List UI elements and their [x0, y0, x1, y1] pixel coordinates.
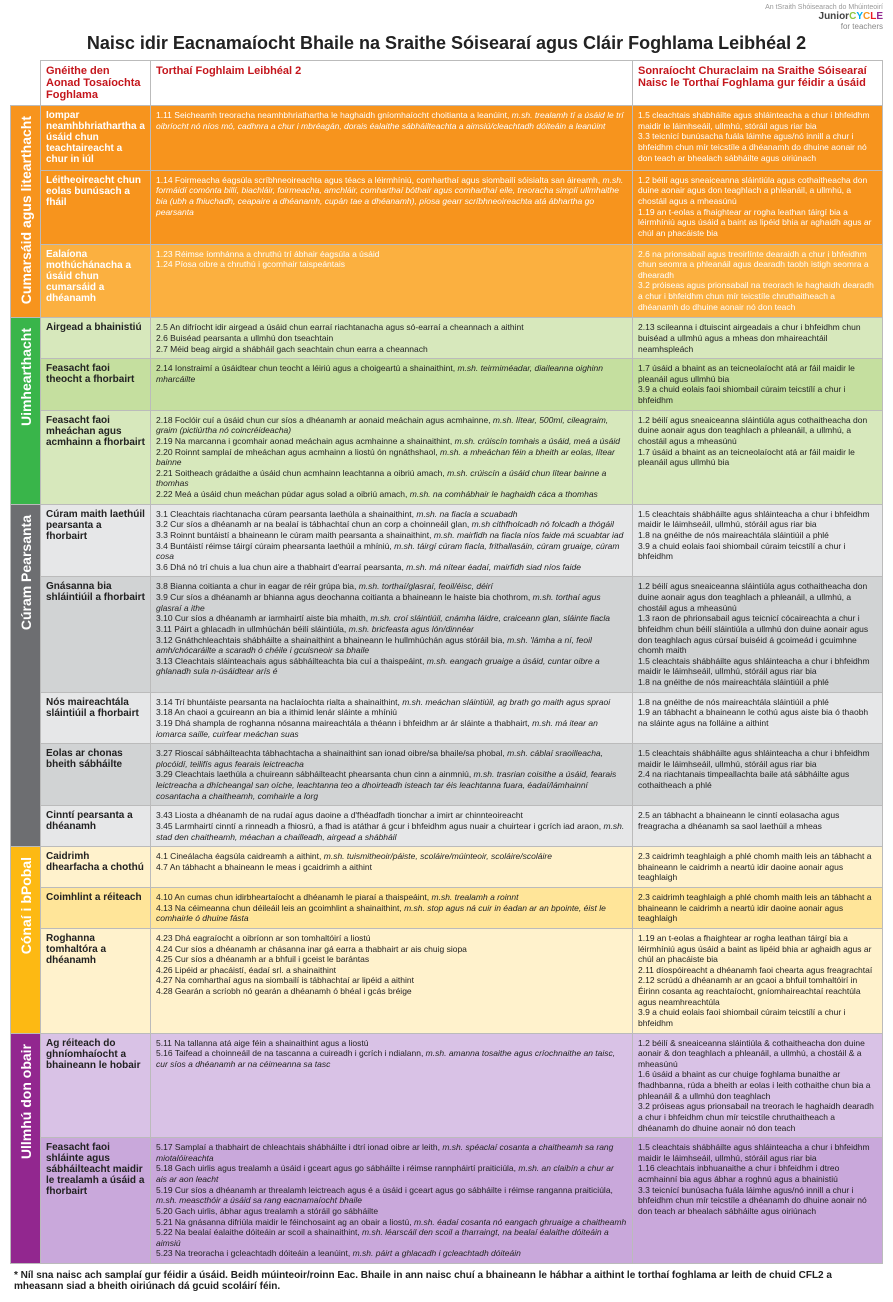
son-cell: 2.3 caidrimh teaghlaigh a phlé chomh mai… [633, 847, 883, 888]
son-cell: 1.2 béilí & sneaiceanna sláintiúla & cot… [633, 1033, 883, 1138]
tf-cell: 2.18 Foclóir cuí a úsáid chun cur síos a… [151, 410, 633, 504]
footnote: * Níl sna naisc ach samplaí gur féidir a… [0, 1264, 893, 1302]
section-sidebar: Cumarsáid agus litearthacht [11, 106, 41, 318]
tf-cell: 2.14 Ionstraimí a úsáidtear chun teocht … [151, 359, 633, 411]
gne-cell: Cinntí pearsanta a dhéanamh [41, 806, 151, 847]
son-cell: 1.8 na gnéithe de nós maireachtála sláin… [633, 692, 883, 744]
son-cell: 2.6 na prionsabail agus treoirlínte dear… [633, 244, 883, 318]
section-sidebar: Uimhearthacht [11, 318, 41, 504]
section-sidebar: Cónaí i bPobal [11, 847, 41, 1033]
header-son: Sonraíocht Churaclaim na Sraithe Sóisear… [633, 61, 883, 106]
gne-cell: Eolas ar chonas bheith sábháilte [41, 744, 151, 806]
son-cell: 1.19 an t-eolas a fhaightear ar rogha le… [633, 928, 883, 1033]
gne-cell: Cúram maith laethúil pearsanta a fhorbai… [41, 504, 151, 577]
page-title: Naisc idir Eacnamaíocht Bhaile na Sraith… [0, 31, 893, 60]
tf-cell: 4.1 Cineálacha éagsúla caidreamh a aithi… [151, 847, 633, 888]
logo-top: An tSraith Shóisearach do Mhúinteoirí [10, 4, 883, 11]
header-logo: An tSraith Shóisearach do Mhúinteoirí Ju… [0, 0, 893, 31]
son-cell: 1.5 cleachtais shábháilte agus shláintea… [633, 106, 883, 171]
son-cell: 1.2 béilí agus sneaiceanna sláintiúla ag… [633, 577, 883, 692]
gne-cell: Iompar neamhbhriathartha a úsáid chun te… [41, 106, 151, 171]
son-cell: 1.5 cleachtais shábháilte agus shláintea… [633, 504, 883, 577]
tf-cell: 2.5 An difríocht idir airgead a úsáid ch… [151, 318, 633, 359]
tf-cell: 3.14 Trí bhuntáiste pearsanta na haclaío… [151, 692, 633, 744]
header-tf: Torthaí Foghlaim Leibhéal 2 [151, 61, 633, 106]
section-label: Cumarsáid agus litearthacht [16, 110, 36, 310]
tf-cell: 3.43 Liosta a dhéanamh de na rudaí agus … [151, 806, 633, 847]
main-table: Gnéithe den Aonad Tosaíochta Foghlama To… [10, 60, 883, 1264]
son-cell: 2.5 an tábhacht a bhaineann le cinntí eo… [633, 806, 883, 847]
gne-cell: Ealaíona mothúchánacha a úsáid chun cuma… [41, 244, 151, 318]
son-cell: 1.2 béilí agus sneaiceanna sláintiúla ag… [633, 170, 883, 244]
logo-sub: for teachers [10, 22, 883, 31]
gne-cell: Caidrimh dhearfacha a chothú [41, 847, 151, 888]
gne-cell: Coimhlint a réiteach [41, 888, 151, 929]
header-gne: Gnéithe den Aonad Tosaíochta Foghlama [41, 61, 151, 106]
gne-cell: Roghanna tomhaltóra a dhéanamh [41, 928, 151, 1033]
gne-cell: Nós maireachtála sláintiúil a fhorbairt [41, 692, 151, 744]
logo-brand: JuniorCYCLE [10, 11, 883, 22]
tf-cell: 5.17 Samplaí a thabhairt de chleachtais … [151, 1138, 633, 1264]
son-cell: 2.3 caidrimh teaghlaigh a phlé chomh mai… [633, 888, 883, 929]
tf-cell: 3.27 Rioscaí sábháilteachta tábhachtacha… [151, 744, 633, 806]
tf-cell: 1.23 Réimse íomhánna a chruthú trí ábhai… [151, 244, 633, 318]
son-cell: 1.2 béilí agus sneaiceanna sláintiúla ag… [633, 410, 883, 504]
gne-cell: Airgead a bhainistiú [41, 318, 151, 359]
section-sidebar: Cúram Pearsanta [11, 504, 41, 847]
tf-cell: 5.11 Na tallanna atá aige féin a shainai… [151, 1033, 633, 1138]
son-cell: 1.5 cleachtais shábháilte agus shláintea… [633, 744, 883, 806]
section-label: Ullmhú don obair [16, 1038, 36, 1165]
tf-cell: 4.23 Dhá eagraíocht a oibríonn ar son to… [151, 928, 633, 1033]
gne-cell: Léitheoireacht chun eolas bunúsach a fhá… [41, 170, 151, 244]
tf-cell: 4.10 An cumas chun idirbheartaíocht a dh… [151, 888, 633, 929]
gne-cell: Feasacht faoi theocht a fhorbairt [41, 359, 151, 411]
tf-cell: 3.8 Bianna coitianta a chur in eagar de … [151, 577, 633, 692]
section-label: Uimhearthacht [16, 322, 36, 432]
section-sidebar: Ullmhú don obair [11, 1033, 41, 1264]
tf-cell: 1.11 Seicheamh treoracha neamhbhriathart… [151, 106, 633, 171]
gne-cell: Feasacht faoi mheáchan agus acmhainn a f… [41, 410, 151, 504]
tf-cell: 3.1 Cleachtais riachtanacha cúram pearsa… [151, 504, 633, 577]
son-cell: 1.7 úsáid a bhaint as an teicneolaíocht … [633, 359, 883, 411]
gne-cell: Feasacht faoi shláinte agus sábháilteach… [41, 1138, 151, 1264]
header-blank [11, 61, 41, 106]
section-label: Cónaí i bPobal [16, 851, 36, 960]
tf-cell: 1.14 Foirmeacha éagsúla scríbhneoireacht… [151, 170, 633, 244]
section-label: Cúram Pearsanta [16, 509, 36, 636]
son-cell: 1.5 cleachtais shábháilte agus shláintea… [633, 1138, 883, 1264]
son-cell: 2.13 scileanna i dtuiscint airgeadais a … [633, 318, 883, 359]
gne-cell: Gnásanna bia shláintiúil a fhorbairt [41, 577, 151, 692]
gne-cell: Ag réiteach do ghníomhaíocht a bhaineann… [41, 1033, 151, 1138]
